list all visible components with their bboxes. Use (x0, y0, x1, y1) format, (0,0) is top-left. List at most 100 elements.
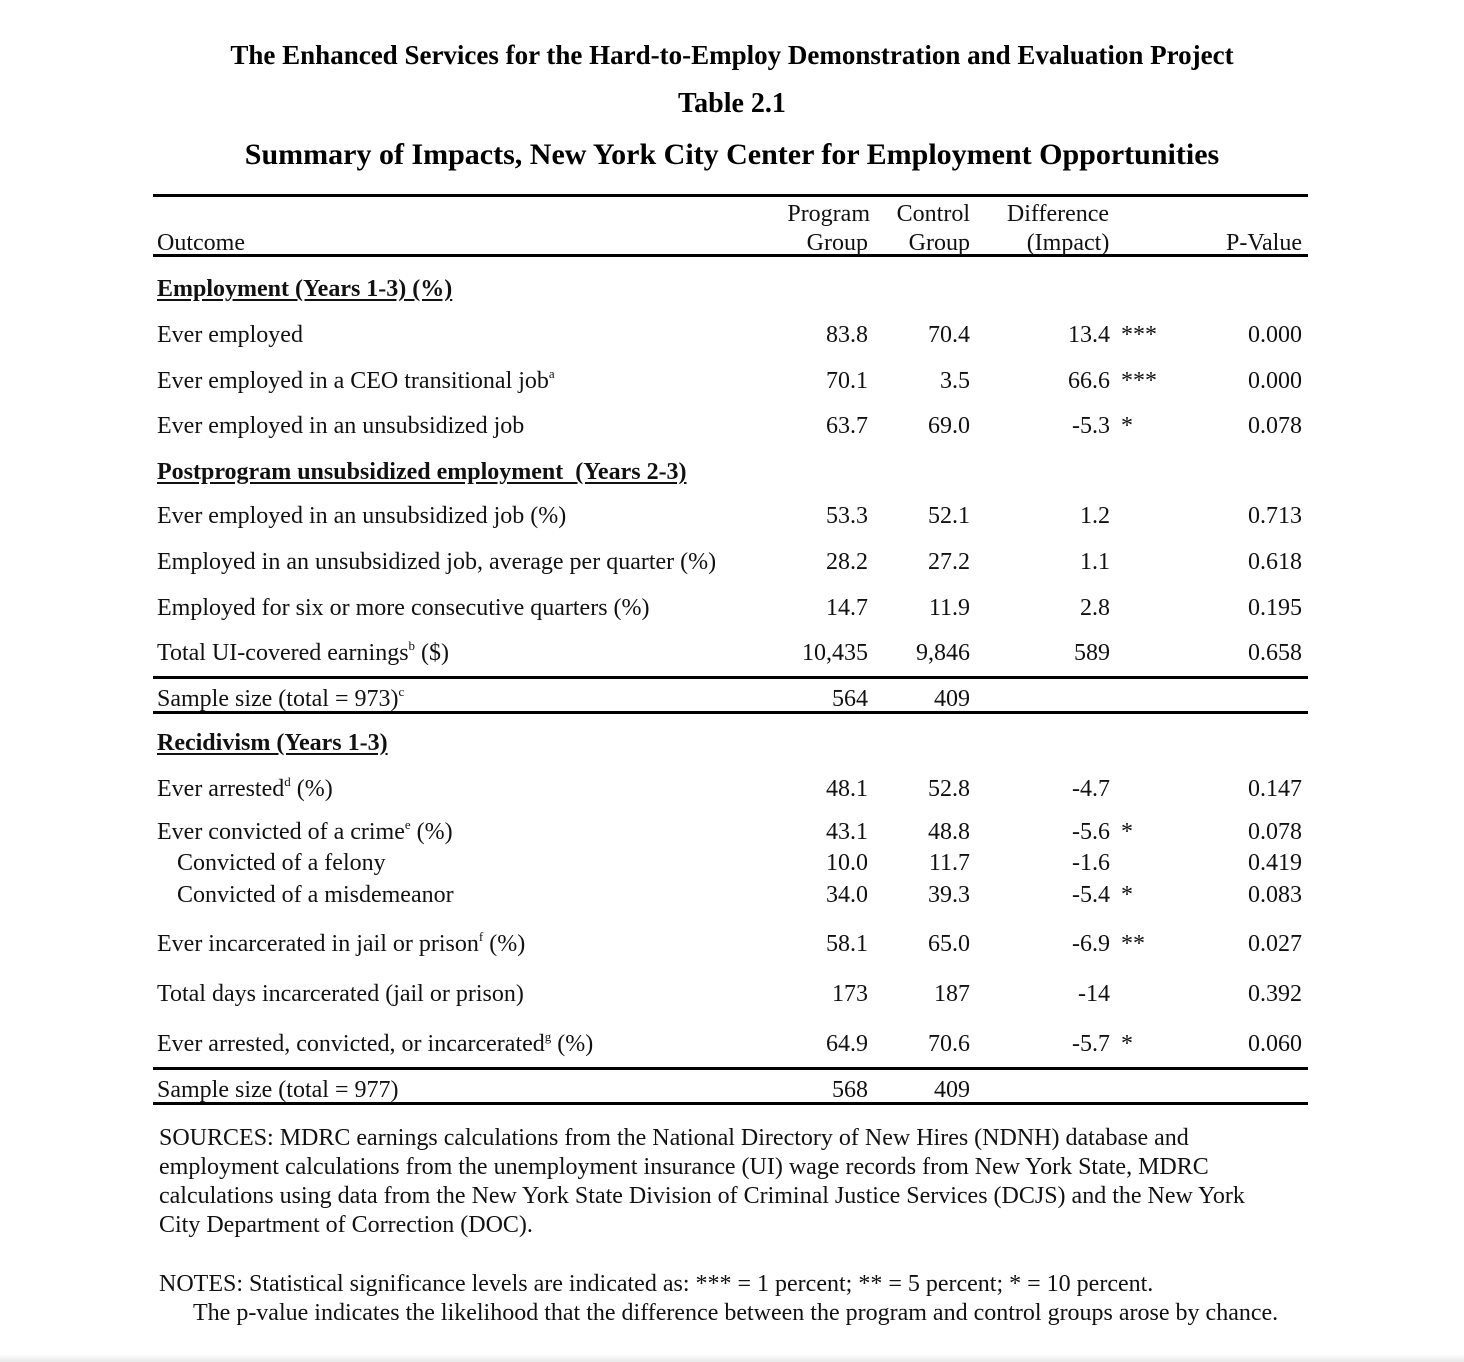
significance-stars: * (1121, 819, 1133, 845)
row-label: Ever incarcerated in jail or prisonf (%) (157, 929, 526, 957)
difference-value: -4.7 (1072, 776, 1110, 802)
p-value: 0.000 (1248, 322, 1302, 348)
significance-stars: * (1121, 882, 1133, 908)
p-value: 0.618 (1248, 549, 1302, 575)
footnote-marker: c (398, 684, 405, 699)
row-label-text: Convicted of a misdemeanor (177, 882, 454, 908)
control-value: 187 (934, 981, 970, 1007)
row-label-unit: (%) (483, 931, 526, 957)
column-header-outcome: Outcome (157, 230, 245, 256)
difference-value: 13.4 (1068, 322, 1110, 348)
p-value: 0.083 (1248, 882, 1302, 908)
row-label-text: Convicted of a felony (177, 850, 386, 876)
column-header-difference-line2: (Impact) (1026, 230, 1110, 256)
row-label-unit: (%) (290, 776, 333, 802)
row-label-unit: ($) (415, 640, 450, 666)
control-value: 11.7 (928, 850, 970, 876)
row-label-text: Ever employed in a CEO transitional job (157, 368, 549, 394)
row-label-text: Ever employed (157, 322, 303, 348)
column-header-control-line1: Control (896, 201, 970, 227)
row-label: Sample size (total = 977) (157, 1078, 398, 1102)
sample-size-1-bottom-rule (153, 711, 1308, 714)
significance-stars: *** (1121, 368, 1157, 394)
column-header-program-line1: Program (787, 201, 870, 227)
row-label: Ever employed (157, 323, 303, 347)
section-heading-postprogram: Postprogram unsubsidized employment (Yea… (157, 459, 687, 485)
control-value: 409 (934, 686, 970, 712)
footnote-marker: b (408, 638, 416, 653)
control-value: 70.4 (928, 322, 970, 348)
sample-size-2-top-rule (153, 1067, 1308, 1070)
significance-stars: *** (1121, 322, 1157, 348)
difference-value: 589 (1074, 640, 1110, 666)
difference-value: 66.6 (1068, 368, 1110, 394)
footnote-marker: a (548, 366, 555, 381)
row-label: Employed in an unsubsidized job, average… (157, 550, 716, 574)
difference-value: -14 (1078, 981, 1110, 1007)
p-value: 0.027 (1248, 931, 1302, 957)
row-label: Total days incarcerated (jail or prison) (157, 982, 524, 1006)
row-label: Ever arrestedd (%) (157, 775, 333, 802)
difference-value: -5.7 (1072, 1031, 1110, 1057)
footnote-marker: e (404, 817, 411, 832)
section-heading-recidivism: Recidivism (Years 1-3) (157, 730, 388, 756)
row-label-text: Total UI-covered earnings (157, 640, 409, 666)
difference-value: 2.8 (1080, 595, 1110, 621)
control-value: 52.8 (928, 776, 970, 802)
difference-value: 1.1 (1080, 549, 1110, 575)
program-value: 83.8 (826, 322, 868, 348)
row-label: Ever employed in a CEO transitional joba (157, 366, 555, 394)
row-label-text: Sample size (total = 977) (157, 1077, 399, 1103)
table-top-rule (153, 194, 1308, 197)
control-value: 409 (934, 1077, 970, 1103)
row-label: Convicted of a misdemeanor (177, 883, 454, 907)
program-value: 64.9 (826, 1031, 868, 1057)
row-label: Ever convicted of a crimee (%) (157, 817, 453, 845)
footnote-marker: g (544, 1029, 552, 1044)
row-label-text: Ever incarcerated in jail or prison (157, 931, 479, 957)
section-heading-employment: Employment (Years 1-3) (%) (157, 276, 453, 302)
control-value: 48.8 (928, 819, 970, 845)
row-label-text: Ever convicted of a crime (157, 819, 405, 845)
p-value: 0.195 (1248, 595, 1302, 621)
program-value: 58.1 (826, 931, 868, 957)
footnote-marker: f (478, 929, 484, 944)
sources-note: SOURCES: MDRC earnings calculations from… (159, 1125, 1245, 1238)
p-value: 0.060 (1248, 1031, 1302, 1057)
difference-value: -5.4 (1072, 882, 1110, 908)
significance-stars: * (1121, 413, 1133, 439)
p-value: 0.078 (1248, 819, 1302, 845)
significance-note: NOTES: Statistical significance levels a… (159, 1271, 1154, 1297)
p-value: 0.078 (1248, 413, 1302, 439)
difference-value: -5.6 (1072, 819, 1110, 845)
p-value: 0.000 (1248, 368, 1302, 394)
p-value: 0.147 (1248, 776, 1302, 802)
program-value: 53.3 (826, 503, 868, 529)
difference-value: -5.3 (1072, 413, 1110, 439)
row-label-text: Ever arrested, convicted, or incarcerate… (157, 1031, 545, 1057)
row-label: Convicted of a felony (177, 851, 386, 875)
row-label-unit: (%) (551, 1031, 594, 1057)
significance-stars: ** (1121, 931, 1145, 957)
row-label-text: Ever employed in an unsubsidized job (157, 413, 525, 439)
program-value: 564 (832, 686, 868, 712)
control-value: 39.3 (928, 882, 970, 908)
control-value: 52.1 (928, 503, 970, 529)
row-label: Ever arrested, convicted, or incarcerate… (157, 1029, 594, 1057)
control-value: 65.0 (928, 931, 970, 957)
row-label-text: Total days incarcerated (jail or prison) (157, 981, 524, 1007)
control-value: 3.5 (940, 368, 970, 394)
row-label-text: Sample size (total = 973) (157, 686, 399, 712)
control-value: 70.6 (928, 1031, 970, 1057)
significance-stars: * (1121, 1031, 1133, 1057)
sample-size-1-top-rule (153, 676, 1308, 679)
table-title: Summary of Impacts, New York City Center… (244, 138, 1220, 171)
row-label: Total UI-covered earningsb ($) (157, 638, 450, 666)
program-value: 568 (832, 1077, 868, 1103)
row-label-text: Ever arrested (157, 776, 285, 802)
row-label: Ever employed in an unsubsidized job (157, 414, 524, 438)
program-value: 10,435 (802, 640, 868, 666)
control-value: 11.9 (928, 595, 970, 621)
pvalue-note: The p-value indicates the likelihood tha… (193, 1300, 1279, 1326)
p-value: 0.419 (1248, 850, 1302, 876)
